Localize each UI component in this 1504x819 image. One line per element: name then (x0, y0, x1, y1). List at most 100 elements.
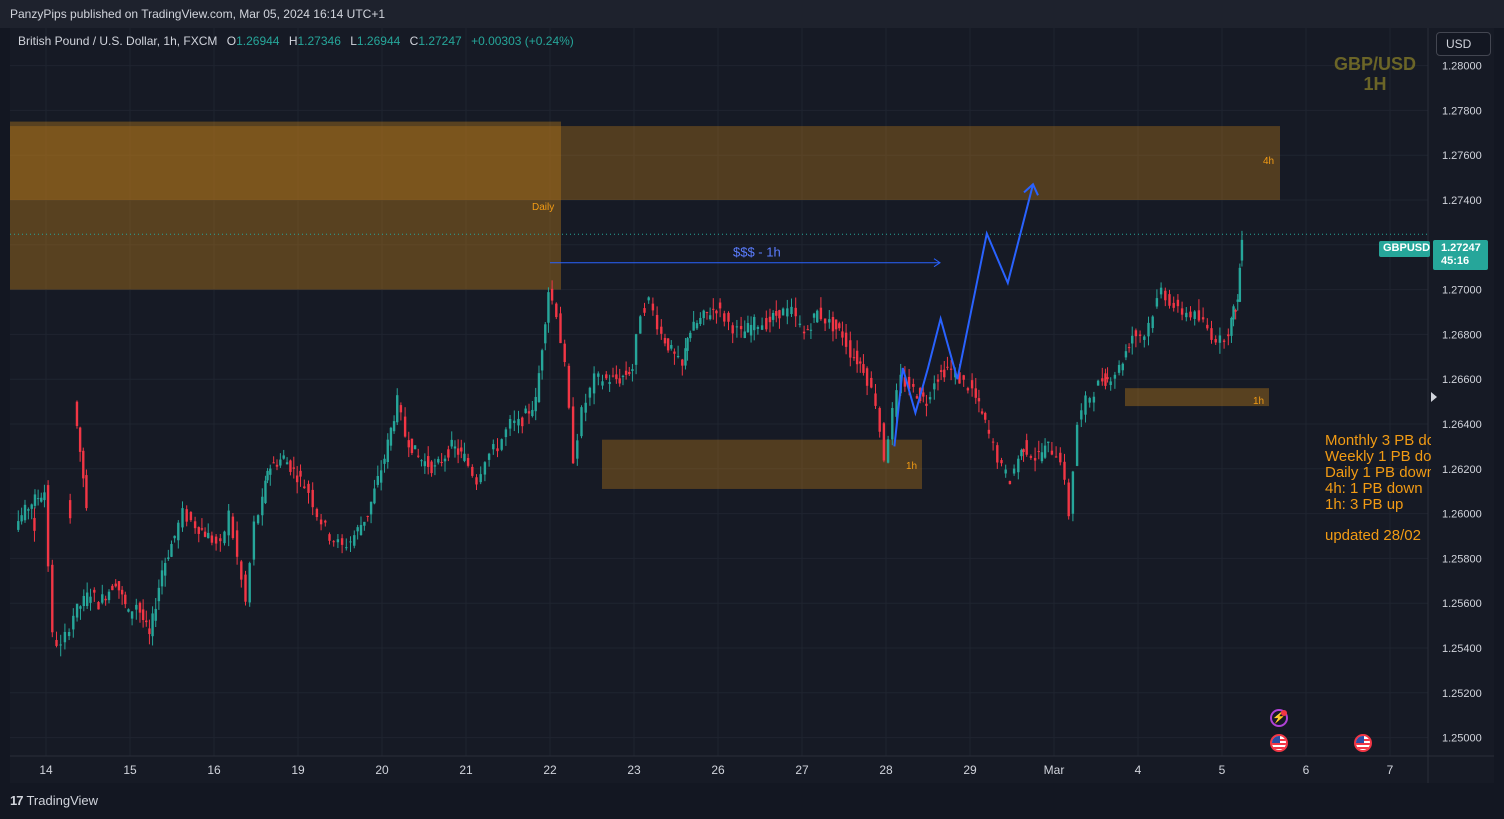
candle-body (987, 429, 991, 434)
candle-body (120, 589, 124, 595)
price-tick-label: 1.27800 (1442, 105, 1482, 117)
candle-body (1206, 324, 1209, 329)
price-tick-label: 1.25000 (1442, 733, 1482, 745)
candle-body (531, 409, 534, 416)
daily-zone (10, 121, 561, 290)
candle-body (984, 412, 987, 420)
currency-button[interactable]: USD (1436, 32, 1491, 56)
candle-body (1227, 334, 1230, 337)
candle-body (85, 475, 88, 509)
candle-body (576, 440, 579, 459)
candle-body (943, 369, 946, 378)
tradingview-logo[interactable]: 17 TradingView (10, 793, 98, 808)
candle-body (496, 448, 499, 452)
candle-body (107, 591, 111, 601)
candle-body (189, 512, 193, 521)
candle-body (207, 532, 210, 539)
candle-body (849, 340, 852, 358)
candle-body (463, 453, 466, 461)
symbol-description[interactable]: British Pound / U.S. Dollar, 1h, FXCM (18, 34, 218, 48)
candle-body (991, 441, 995, 443)
candle-body (1189, 311, 1192, 318)
us-flag-event-icon[interactable] (1354, 734, 1372, 752)
candle-body (68, 500, 72, 519)
candle-body (1230, 317, 1233, 336)
chart-frame[interactable] (10, 28, 1494, 783)
open-label: O (226, 34, 237, 48)
time-tick-label: 6 (1303, 763, 1310, 777)
candle-body (816, 310, 819, 323)
candle-body (1037, 451, 1040, 453)
candle-body (1236, 299, 1239, 302)
price-tick-label: 1.25600 (1442, 598, 1482, 610)
candle-body (1029, 456, 1033, 458)
candle-body (130, 611, 134, 619)
chart-canvas[interactable]: Daily 4h 1h 1h $$$ - 1h 1.28000 1.27800 1.27600… (10, 28, 1494, 783)
time-tick-label: 26 (711, 763, 725, 777)
candle-body (289, 460, 292, 472)
candle-body (373, 488, 376, 504)
price-tick-label: 1.26600 (1442, 374, 1482, 386)
candle-body (1201, 317, 1205, 320)
candle-body (686, 338, 689, 351)
publish-header: PanzyPips published on TradingView.com, … (0, 0, 1504, 28)
change-value: +0.00303 (+0.24%) (471, 34, 574, 48)
candle-body (23, 504, 27, 521)
candle-body (282, 455, 285, 459)
candle-body (420, 460, 423, 462)
candle-body (611, 375, 615, 377)
candle-body (534, 396, 537, 412)
candle-body (775, 310, 778, 316)
daily-zone-label: Daily (532, 202, 554, 213)
price-tick-label: 1.26000 (1442, 509, 1482, 521)
candle-body (396, 395, 399, 423)
candle-body (210, 535, 214, 543)
price-tick-label: 1.28000 (1442, 61, 1482, 73)
candle-body (1017, 458, 1020, 473)
time-tick-label: 5 (1219, 763, 1226, 777)
candle-body (527, 411, 531, 414)
candle-body (97, 602, 100, 610)
candle-body (1050, 450, 1054, 455)
scroll-right-icon[interactable] (1431, 392, 1437, 402)
candle-body (417, 455, 420, 457)
candle-body (203, 531, 207, 537)
candle-body (970, 380, 974, 389)
candle-body (537, 373, 541, 402)
candle-body (781, 308, 785, 316)
candle-body (315, 508, 319, 518)
candle-body (295, 475, 299, 483)
candle-body (471, 466, 474, 476)
candle-body (151, 613, 154, 637)
candle-body (544, 324, 547, 344)
price-tick-label: 1.26400 (1442, 419, 1482, 431)
candle-body (628, 371, 631, 375)
tradingview-mark-icon: 17 (10, 793, 24, 808)
candle-body (117, 581, 121, 591)
candle-body (386, 439, 389, 463)
us-flag-event-icon[interactable] (1270, 734, 1288, 752)
candle-body (148, 628, 151, 635)
candle-body (1138, 334, 1142, 336)
candle-body (647, 297, 650, 301)
symbol-legend[interactable]: British Pound / U.S. Dollar, 1h, FXCM O1… (18, 34, 574, 48)
candle-body (430, 461, 433, 474)
candle-body (79, 606, 82, 609)
candle-body (708, 315, 712, 320)
time-tick-label: 22 (543, 763, 557, 777)
candle-body (392, 421, 396, 432)
candle-body (433, 465, 437, 467)
time-tick-label: 28 (879, 763, 893, 777)
candle-body (55, 639, 58, 646)
lightning-event-icon[interactable]: ⚡ (1270, 709, 1288, 727)
candle-body (492, 444, 495, 450)
candle-body (715, 310, 718, 314)
candle-body (739, 325, 743, 330)
candle-body (844, 332, 848, 347)
candle-body (89, 596, 92, 603)
candle-body (1012, 468, 1016, 474)
note-line: Monthly 3 PB down (1325, 433, 1431, 449)
candle-body (977, 398, 981, 402)
candle-body (272, 462, 275, 464)
candle-body (771, 312, 775, 320)
